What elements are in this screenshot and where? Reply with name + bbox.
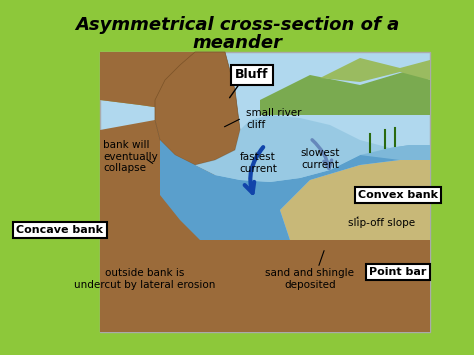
Text: bank will
eventually
collapse: bank will eventually collapse (103, 140, 158, 173)
Polygon shape (100, 52, 225, 110)
Text: slip-off slope: slip-off slope (348, 218, 415, 228)
Polygon shape (260, 70, 430, 115)
Polygon shape (320, 58, 430, 82)
Text: Convex bank: Convex bank (358, 190, 438, 200)
Polygon shape (100, 240, 430, 332)
Text: outside bank is
undercut by lateral erosion: outside bank is undercut by lateral eros… (74, 268, 216, 290)
Polygon shape (160, 140, 430, 240)
Text: Bluff: Bluff (235, 69, 269, 82)
Text: small river
cliff: small river cliff (246, 108, 301, 130)
Polygon shape (100, 52, 220, 110)
Polygon shape (195, 115, 430, 182)
Text: sand and shingle
deposited: sand and shingle deposited (265, 268, 355, 290)
Text: Asymmetrical cross-section of a: Asymmetrical cross-section of a (75, 16, 399, 34)
Text: Point bar: Point bar (369, 267, 427, 277)
Text: slowest
current: slowest current (301, 148, 340, 170)
Text: fastest
current: fastest current (239, 152, 277, 174)
Polygon shape (100, 120, 215, 240)
Bar (100, 52, 430, 332)
Text: Concave bank: Concave bank (17, 225, 103, 235)
Text: meander: meander (192, 34, 282, 52)
Polygon shape (280, 160, 430, 240)
Polygon shape (155, 52, 240, 165)
